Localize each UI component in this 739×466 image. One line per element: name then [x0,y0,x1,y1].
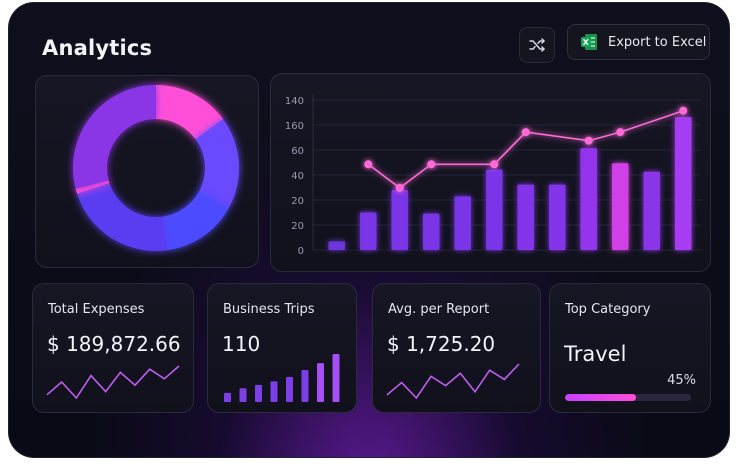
donut-slice[interactable] [162,191,229,251]
y-tick-label: 140 [285,96,304,107]
donut-slice[interactable] [73,85,156,189]
trend-point[interactable] [395,183,404,192]
donut-chart-card [35,75,259,268]
mini-bar [270,381,278,402]
stat-card-top-category[interactable]: Top Category Travel 45% [549,283,711,413]
mini-bar [301,370,309,402]
sparkline-chart [386,363,520,400]
bar[interactable] [517,184,534,250]
bar[interactable] [328,241,345,250]
mini-bar [224,392,231,402]
bar[interactable] [580,148,597,250]
y-tick-label: 60 [291,146,304,157]
stat-card-total-expenses[interactable]: Total Expenses $ 189,872.66 [32,283,194,413]
shuffle-button[interactable] [519,27,555,63]
mini-bar [332,354,340,402]
donut-chart [73,85,239,251]
mini-bar [317,363,324,402]
analytics-dashboard: Analytics Export to Excel 140 160 60 40 20 20… [8,2,730,458]
stat-label: Top Category [565,302,651,317]
stat-value: $ 189,872.66 [47,332,181,356]
mini-bar [286,376,293,402]
trend-point[interactable] [521,128,530,137]
bar[interactable] [612,163,629,250]
donut-slice[interactable] [77,183,167,251]
stat-label: Total Expenses [48,302,145,317]
bar[interactable] [454,196,471,250]
shuffle-icon [529,38,545,52]
sparkline-path [386,363,520,400]
trend-point[interactable] [584,136,593,145]
export-to-excel-button[interactable]: Export to Excel [567,24,710,60]
donut-slice[interactable] [195,119,239,208]
progress-track [565,394,691,401]
trend-point[interactable] [679,106,688,115]
stat-value: Travel [564,342,627,366]
stat-label: Avg. per Report [388,302,490,317]
stat-card-business-trips[interactable]: Business Trips 110 [207,283,357,413]
bar-line-chart-card: 140 160 60 40 20 20 0 [270,73,711,272]
export-button-label: Export to Excel [608,34,707,50]
stat-label: Business Trips [223,302,315,317]
y-tick-label: 20 [291,221,304,232]
sparkline-chart [46,365,180,400]
y-tick-label: 40 [291,171,304,182]
y-tick-label: 160 [285,121,304,132]
bar[interactable] [423,213,440,250]
bar[interactable] [549,184,566,250]
bar[interactable] [391,190,408,250]
trend-point[interactable] [427,160,436,169]
progress-fill [565,394,636,401]
trend-point[interactable] [490,160,499,169]
trend-line [367,109,684,189]
bar[interactable] [643,171,660,250]
stat-value: 110 [222,332,261,356]
y-tick-label: 0 [298,246,304,257]
donut-slice[interactable] [156,85,224,140]
mini-bar [239,388,247,402]
mini-bar-chart [224,354,340,402]
page-title: Analytics [42,36,153,60]
mini-bar [255,384,262,402]
stat-card-avg-per-report[interactable]: Avg. per Report $ 1,725.20 [372,283,541,413]
bar-line-chart: 140 160 60 40 20 20 0 [285,94,701,257]
trend-point[interactable] [616,128,625,137]
donut-slice[interactable] [75,180,110,194]
bar[interactable] [486,169,503,250]
bar[interactable] [675,117,692,250]
excel-icon [580,33,598,51]
y-tick-label: 20 [291,196,304,207]
bar[interactable] [360,212,377,251]
sparkline-path [46,365,180,400]
trend-point[interactable] [364,160,373,169]
stat-value: $ 1,725.20 [387,332,496,356]
percent-label: 45% [667,373,696,388]
